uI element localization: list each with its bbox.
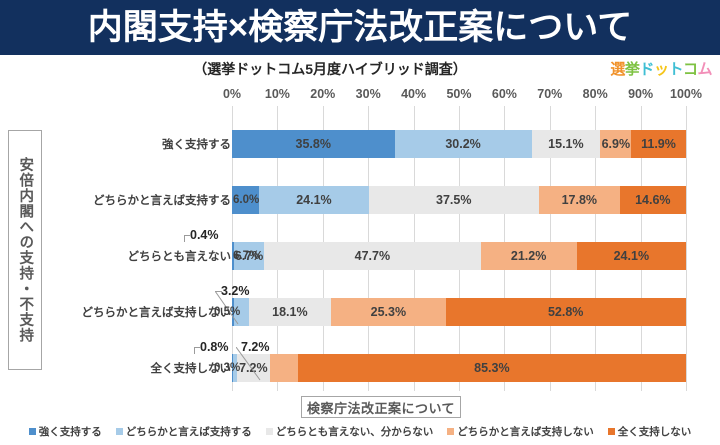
stacked-bar: 24.1% 37.5% 17.8% 14.6% (232, 186, 686, 214)
y-axis-title: 安倍内閣への支持・不支持 (8, 130, 42, 370)
legend-item[interactable]: どちらかと言えば支持しない (447, 424, 594, 439)
bar-segment[interactable] (233, 354, 237, 382)
x-tick-label: 30% (355, 87, 381, 101)
gridline (686, 106, 687, 391)
logo-char-2: ド (639, 61, 654, 78)
bar-segment[interactable] (232, 298, 235, 326)
leader-line (215, 291, 239, 325)
bar-segment[interactable]: 85.3% (298, 354, 686, 382)
bar-row: どちらとも言えない 6.7% 47.7% 21.2% 24.1% (0, 236, 720, 276)
legend-item[interactable]: 全く支持しない (607, 424, 692, 439)
logo-char-1: 挙 (624, 61, 640, 78)
chart-legend: 強く支持する どちらかと言えば支持する どちらとも言えない、分からない どちらかと言え… (0, 424, 720, 439)
bar-segment[interactable]: 17.8% (538, 186, 620, 214)
bar-row: 強く支持する 35.8% 30.2% 15.1% 6.9% 11.9% (0, 124, 720, 164)
senkyo-dotcom-logo: 選挙ドットコム (610, 62, 712, 77)
segment-value-label: 0.5% (214, 306, 241, 318)
legend-label: どちらかと言えば支持しない (457, 426, 594, 438)
bar-segment[interactable]: 21.2% (480, 242, 577, 270)
stacked-bar: 18.1% 25.3% 52.8% (232, 298, 686, 326)
leader-line (184, 235, 191, 236)
segment-value-label: 0.3% (214, 362, 241, 374)
x-tick-label: 0% (222, 87, 242, 101)
stacked-bar: 35.8% 30.2% 15.1% 6.9% 11.9% (232, 130, 686, 158)
bar-segment[interactable]: 37.5% (368, 186, 539, 214)
logo-char-4: ト (668, 61, 683, 78)
bar-segment[interactable]: 24.1% (259, 186, 369, 214)
bar-segment[interactable]: 7.2% (236, 354, 270, 382)
bar-segment[interactable] (269, 354, 299, 382)
row-label: どちらかと言えば支持する (93, 195, 231, 207)
chart-subtitle: （選挙ドットコム5月度ハイブリッド調査） (193, 61, 467, 77)
leader-line (215, 291, 222, 292)
segment-value-label: 6.0% (233, 194, 260, 206)
row-label: 強く支持する (162, 139, 231, 151)
bar-segment[interactable]: 6.9% (600, 130, 632, 158)
bar-segment[interactable] (232, 242, 234, 270)
x-tick-label: 80% (582, 87, 608, 101)
bar-row: どちらかと言えば支持しない 18.1% 25.3% 52.8% (0, 292, 720, 332)
x-tick-label: 100% (670, 87, 702, 101)
legend-swatch-icon (447, 428, 455, 435)
row-label: どちらかと言えば支持しない (81, 307, 232, 319)
stacked-bar: 7.2% 85.3% (232, 354, 686, 382)
bar-segment[interactable]: 15.1% (531, 130, 601, 158)
page-title: 内閣支持×検察庁法改正案について (87, 8, 633, 47)
x-tick-label: 50% (446, 87, 472, 101)
bar-segment[interactable]: 14.6% (619, 186, 686, 214)
bar-segment[interactable] (232, 354, 234, 382)
leader-line (236, 347, 261, 381)
legend-swatch-icon (265, 428, 273, 435)
x-tick-label: 90% (628, 87, 654, 101)
bar-segment[interactable]: 52.8% (445, 298, 686, 326)
x-tick-label: 20% (310, 87, 336, 101)
callout-3-2: 3.2% (221, 284, 250, 298)
row-label: 全く支持しない (150, 363, 232, 375)
legend-swatch-icon (28, 428, 36, 435)
bar-segment[interactable]: 18.1% (248, 298, 331, 326)
legend-item[interactable]: どちらとも言えない、分からない (265, 424, 434, 439)
segment-value-label: 6.7% (233, 250, 260, 262)
x-tick-label: 60% (491, 87, 517, 101)
x-tick-label: 40% (401, 87, 427, 101)
title-bar: 内閣支持×検察庁法改正案について (0, 0, 720, 55)
bar-segment[interactable]: 47.7% (264, 242, 481, 270)
logo-char-3: ッ (653, 61, 669, 78)
bar-segment[interactable] (234, 298, 249, 326)
bar-segment[interactable]: 25.3% (330, 298, 446, 326)
row-label: どちらとも言えない (127, 251, 232, 263)
bar-row: どちらかと言えば支持する 24.1% 37.5% 17.8% 14.6% (0, 180, 720, 220)
stacked-bar: 6.7% 47.7% 21.2% 24.1% (232, 242, 686, 270)
bar-segment[interactable]: 24.1% (576, 242, 686, 270)
legend-item[interactable]: どちらかと言えば支持する (115, 424, 252, 439)
callout-0-8: 0.8% (200, 340, 229, 354)
x-axis-title: 検察庁法改正案について (301, 396, 461, 418)
logo-char-6: ム (697, 61, 712, 78)
bar-segment[interactable]: 11.9% (631, 130, 686, 158)
legend-label: どちらかと言えば支持する (125, 426, 252, 438)
bar-row: 全く支持しない 7.2% 85.3% (0, 348, 720, 388)
legend-label: どちらとも言えない、分からない (275, 426, 434, 438)
bar-segment[interactable]: 6.7% (233, 242, 265, 270)
logo-char-0: 選 (610, 61, 625, 78)
legend-item[interactable]: 強く支持する (28, 424, 102, 439)
bar-segment[interactable]: 35.8% (232, 130, 395, 158)
legend-swatch-icon (115, 428, 123, 435)
leader-line (184, 235, 185, 242)
legend-label: 強く支持する (38, 426, 102, 438)
callout-7-2: 7.2% (241, 340, 270, 354)
callout-0-4: 0.4% (190, 228, 219, 242)
bar-segment[interactable] (232, 186, 260, 214)
x-tick-label: 70% (537, 87, 563, 101)
leader-line (194, 347, 201, 348)
legend-swatch-icon (607, 428, 615, 435)
legend-label: 全く支持しない (617, 426, 692, 438)
bar-segment[interactable]: 30.2% (394, 130, 532, 158)
logo-char-5: コ (682, 61, 698, 78)
x-tick-label: 10% (264, 87, 290, 101)
leader-line (194, 347, 195, 354)
